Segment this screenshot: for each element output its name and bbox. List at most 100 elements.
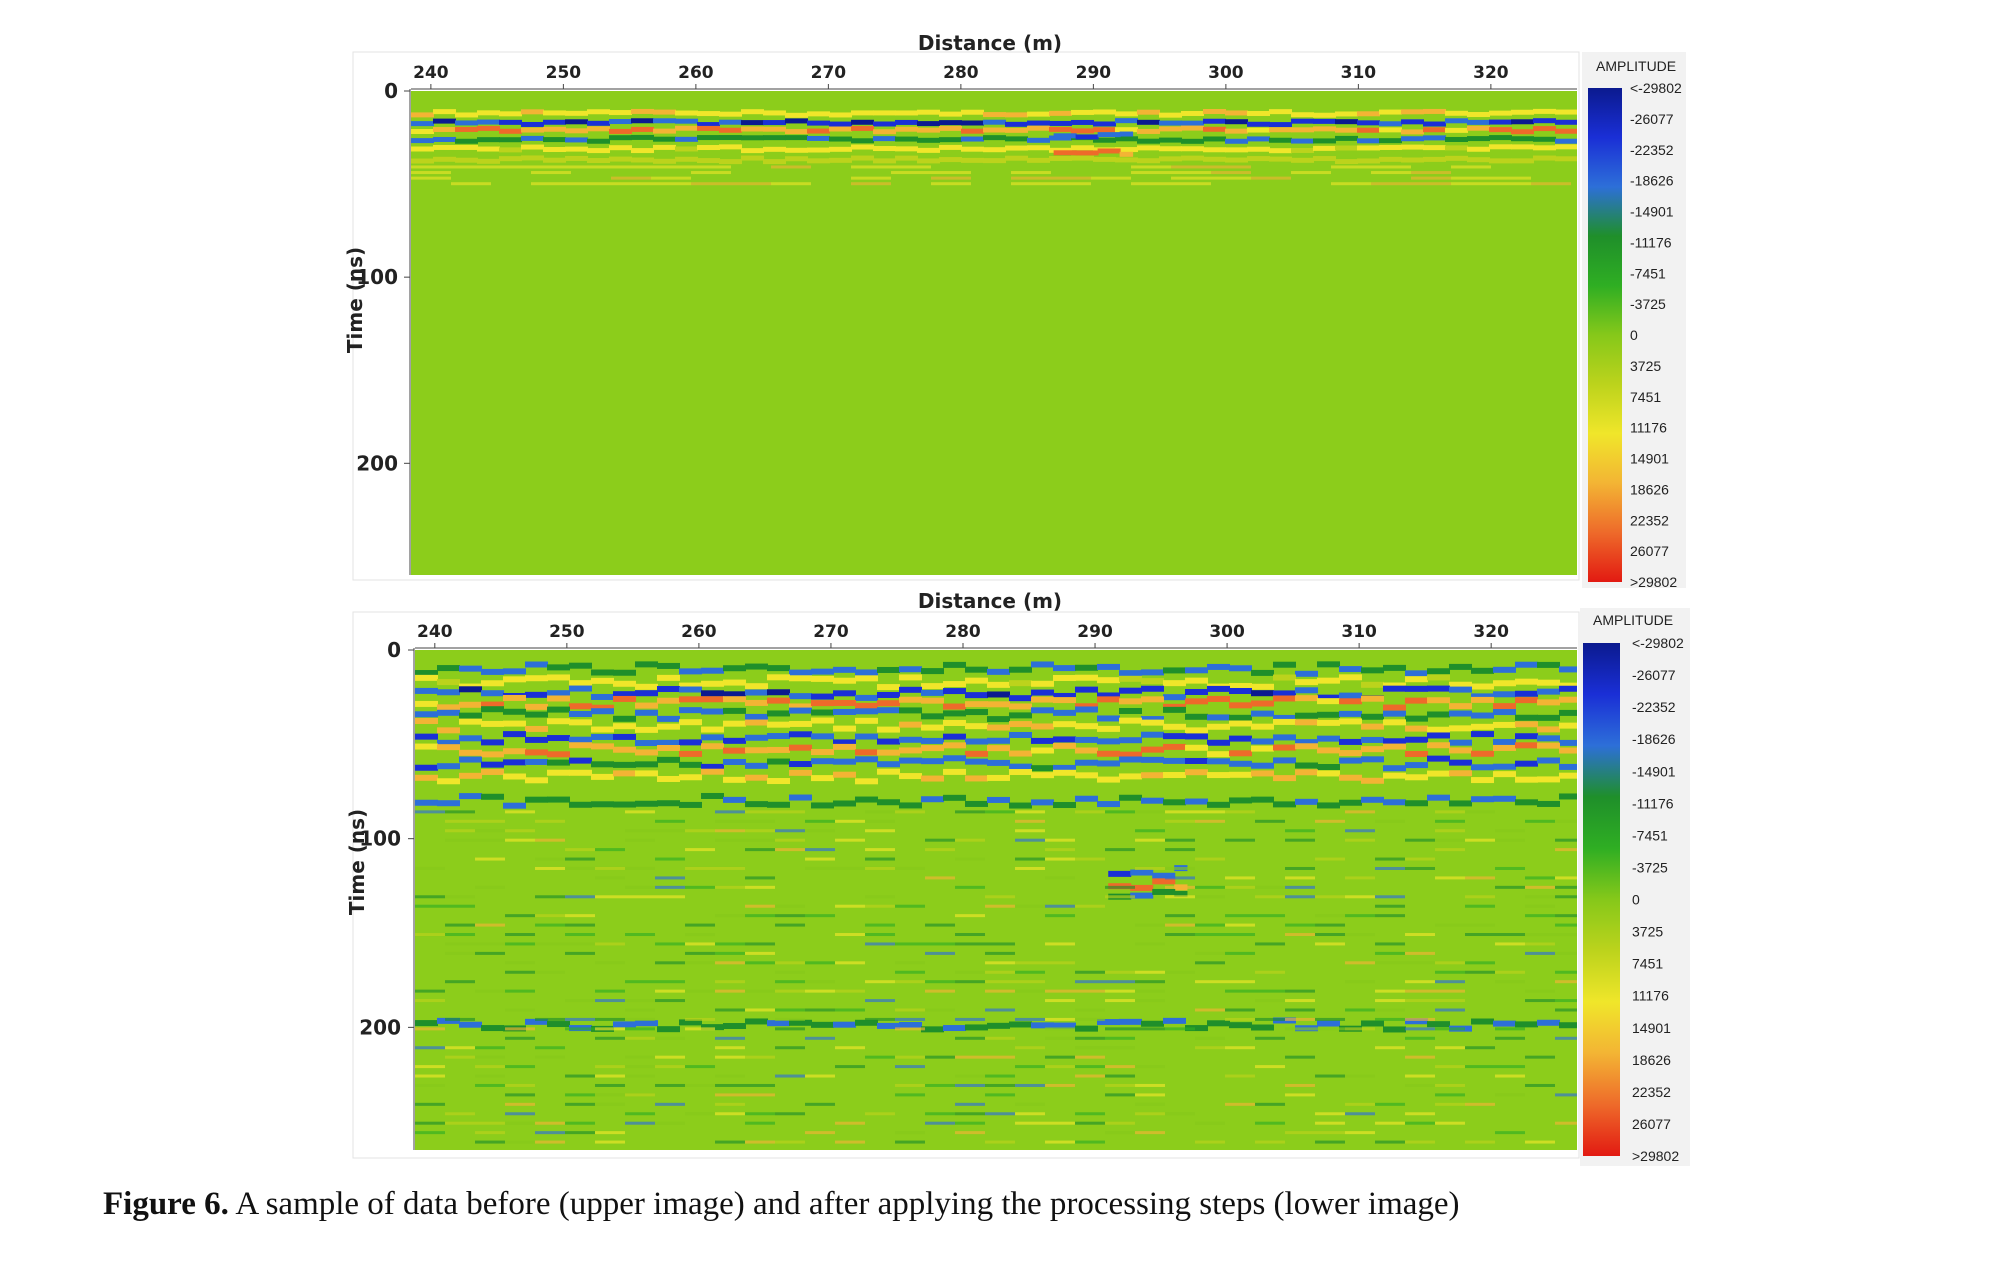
noise-texture-segment bbox=[1555, 1121, 1577, 1125]
reflector-band-segment bbox=[1225, 157, 1248, 163]
reflector-band-segment bbox=[1229, 760, 1252, 767]
reflector-band-segment bbox=[767, 801, 790, 808]
reflector-band-segment bbox=[1141, 669, 1164, 676]
reflector-band-segment bbox=[613, 801, 636, 808]
noise-texture-segment bbox=[895, 1131, 925, 1135]
reflector-band-segment bbox=[723, 665, 746, 672]
noise-texture-segment bbox=[595, 1102, 625, 1106]
reflector-band-segment bbox=[1339, 718, 1362, 725]
lower-colorbar-gradient bbox=[1583, 643, 1620, 1156]
reflector-band-segment bbox=[569, 757, 592, 764]
reflector-band-segment bbox=[543, 137, 566, 143]
reflector-band-segment bbox=[1229, 735, 1252, 742]
reflector-band-segment bbox=[1423, 108, 1446, 114]
noise-texture-segment bbox=[1015, 866, 1045, 870]
noise-texture-segment bbox=[535, 857, 565, 861]
reflector-band-segment bbox=[1493, 680, 1516, 687]
reflector-band-segment bbox=[1471, 667, 1494, 674]
reflector-band-segment bbox=[1075, 674, 1098, 681]
reflector-band-segment bbox=[965, 758, 988, 765]
reflector-band-segment bbox=[481, 768, 504, 775]
noise-texture-segment bbox=[475, 1131, 505, 1135]
noise-texture-segment bbox=[415, 1121, 445, 1125]
noise-texture-segment bbox=[1405, 933, 1435, 937]
x-tick-label: 250 bbox=[549, 622, 585, 642]
reflector-band-segment bbox=[763, 110, 786, 116]
noise-texture-segment bbox=[625, 1065, 655, 1069]
noise-texture-segment bbox=[1555, 980, 1577, 984]
noise-texture-segment bbox=[1075, 1017, 1105, 1021]
colorbar-label: <-29802 bbox=[1632, 635, 1684, 651]
noise-texture-segment bbox=[595, 1083, 625, 1087]
noise-texture-segment bbox=[1285, 885, 1315, 889]
noise-texture-segment bbox=[1435, 989, 1465, 993]
noise-texture-segment bbox=[775, 904, 805, 908]
reflector-band-segment bbox=[1247, 121, 1270, 127]
reflector-band-segment bbox=[701, 667, 724, 674]
noise-texture-segment bbox=[445, 942, 475, 946]
reflector-band-segment bbox=[1115, 127, 1138, 133]
noise-texture-segment bbox=[745, 876, 775, 880]
noise-texture-segment bbox=[1015, 810, 1045, 814]
reflector-band-segment bbox=[983, 135, 1006, 141]
reflector-band-segment bbox=[1137, 145, 1160, 151]
colorbar-label: 7451 bbox=[1630, 389, 1661, 405]
reflector-band-segment bbox=[1229, 683, 1252, 690]
reflector-band-segment bbox=[499, 156, 522, 162]
noise-texture-segment bbox=[1345, 914, 1375, 918]
reflector-band-segment bbox=[1291, 112, 1314, 118]
noise-texture-segment bbox=[1255, 989, 1285, 993]
reflector-band-segment bbox=[697, 135, 720, 141]
reflector-band-segment bbox=[415, 764, 438, 771]
reflector-band-segment bbox=[1313, 112, 1336, 118]
reflector-band-segment bbox=[459, 665, 482, 672]
noise-texture-segment bbox=[625, 885, 655, 889]
noise-texture-segment bbox=[1225, 951, 1255, 955]
reflector-band-segment bbox=[565, 137, 588, 143]
reflector-band-segment bbox=[1449, 703, 1472, 710]
noise-texture-segment bbox=[745, 1055, 775, 1059]
noise-texture-segment bbox=[445, 933, 475, 937]
reflector-band-segment bbox=[609, 128, 632, 134]
reflector-band-segment bbox=[459, 749, 482, 756]
reflector-band-segment bbox=[631, 157, 654, 163]
noise-texture-segment bbox=[451, 165, 491, 169]
reflector-band-segment bbox=[719, 135, 742, 141]
reflector-band-segment bbox=[1379, 138, 1402, 144]
noise-texture-segment bbox=[685, 989, 715, 993]
reflector-band-segment bbox=[587, 126, 610, 132]
reflector-band-segment bbox=[789, 707, 812, 714]
noise-texture-segment bbox=[505, 933, 535, 937]
reflector-band-segment bbox=[1335, 119, 1358, 125]
noise-texture-segment bbox=[1555, 933, 1577, 937]
reflector-band-segment bbox=[415, 1020, 438, 1027]
reflector-band-segment bbox=[521, 144, 544, 150]
reflector-band-segment bbox=[1203, 108, 1226, 114]
noise-texture-segment bbox=[685, 1065, 715, 1069]
reflector-band-segment bbox=[1317, 1020, 1340, 1027]
reflector-band-segment bbox=[987, 716, 1010, 723]
reflector-band-segment bbox=[415, 711, 438, 718]
reflector-band-segment bbox=[701, 690, 724, 697]
noise-texture-segment bbox=[835, 1121, 865, 1125]
reflector-band-segment bbox=[895, 119, 918, 125]
noise-texture-segment bbox=[1495, 1131, 1525, 1135]
reflector-band-segment bbox=[455, 138, 478, 144]
reflector-band-segment bbox=[569, 769, 592, 776]
reflector-band-segment bbox=[1361, 1020, 1384, 1027]
reflector-band-segment bbox=[569, 662, 592, 669]
reflector-band-segment bbox=[1119, 794, 1142, 801]
reflector-band-segment bbox=[437, 704, 460, 711]
noise-texture-segment bbox=[685, 951, 715, 955]
reflector-band-segment bbox=[1383, 765, 1406, 772]
noise-texture-segment bbox=[715, 1008, 745, 1012]
noise-texture-segment bbox=[1375, 1102, 1405, 1106]
reflector-band-segment bbox=[1467, 112, 1490, 118]
reflector-band-segment bbox=[1130, 884, 1154, 891]
reflector-band-segment bbox=[899, 802, 922, 809]
y-tick-label: 200 bbox=[356, 451, 398, 475]
reflector-band-segment bbox=[1537, 800, 1560, 807]
noise-texture-segment bbox=[415, 1131, 445, 1135]
noise-texture-segment bbox=[1105, 1083, 1135, 1087]
reflector-band-segment bbox=[411, 138, 434, 144]
